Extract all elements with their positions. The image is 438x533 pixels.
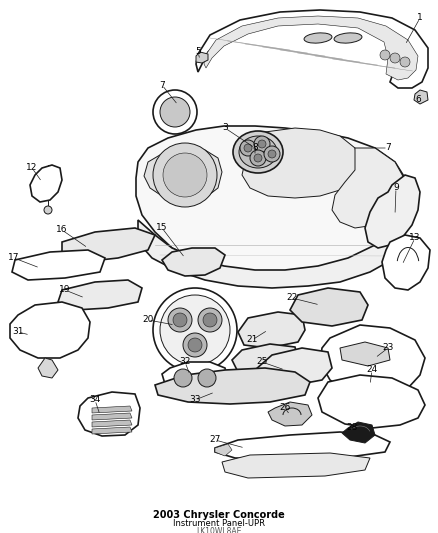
Text: 17: 17: [8, 254, 20, 262]
Text: 3: 3: [222, 124, 228, 133]
Polygon shape: [136, 126, 408, 272]
Text: 26: 26: [279, 403, 291, 413]
Polygon shape: [92, 420, 132, 427]
Circle shape: [163, 153, 207, 197]
Circle shape: [153, 143, 217, 207]
Polygon shape: [320, 325, 425, 398]
Text: 33: 33: [189, 395, 201, 405]
Polygon shape: [215, 444, 232, 456]
Circle shape: [188, 338, 202, 352]
Polygon shape: [38, 358, 58, 378]
Circle shape: [173, 313, 187, 327]
Text: 31: 31: [12, 327, 24, 336]
Polygon shape: [196, 10, 428, 88]
Ellipse shape: [239, 136, 277, 168]
Text: 15: 15: [156, 223, 168, 232]
Text: 7: 7: [159, 80, 165, 90]
Circle shape: [390, 53, 400, 63]
Circle shape: [400, 57, 410, 67]
Ellipse shape: [334, 33, 362, 43]
Text: 12: 12: [26, 164, 38, 173]
Polygon shape: [242, 128, 358, 198]
Circle shape: [254, 136, 270, 152]
Circle shape: [160, 295, 230, 365]
Text: 22: 22: [286, 294, 298, 303]
Circle shape: [198, 308, 222, 332]
Circle shape: [183, 333, 207, 357]
Text: 13: 13: [409, 233, 421, 243]
Text: 21: 21: [246, 335, 258, 344]
Polygon shape: [204, 16, 418, 80]
Polygon shape: [144, 148, 222, 202]
Polygon shape: [92, 427, 132, 434]
Polygon shape: [318, 375, 425, 428]
Polygon shape: [162, 248, 225, 276]
Text: 9: 9: [393, 183, 399, 192]
Circle shape: [254, 154, 262, 162]
Text: 1: 1: [417, 13, 423, 22]
Polygon shape: [162, 362, 228, 394]
Circle shape: [44, 206, 52, 214]
Circle shape: [250, 150, 266, 166]
Circle shape: [168, 308, 192, 332]
Circle shape: [153, 90, 197, 134]
Text: LK10WL8AE: LK10WL8AE: [196, 527, 242, 533]
Polygon shape: [290, 288, 368, 326]
Text: 20: 20: [142, 316, 154, 325]
Text: 34: 34: [89, 395, 101, 405]
Text: 24: 24: [366, 366, 378, 375]
Polygon shape: [382, 235, 430, 290]
Text: Instrument Panel-UPR: Instrument Panel-UPR: [173, 520, 265, 529]
Polygon shape: [222, 453, 370, 478]
Circle shape: [244, 144, 252, 152]
Polygon shape: [332, 148, 405, 228]
Polygon shape: [10, 302, 90, 358]
Polygon shape: [365, 175, 420, 248]
Polygon shape: [155, 368, 310, 404]
Ellipse shape: [304, 33, 332, 43]
Circle shape: [240, 140, 256, 156]
Polygon shape: [12, 250, 105, 280]
Text: 6: 6: [415, 95, 421, 104]
Text: 32: 32: [179, 358, 191, 367]
Text: 19: 19: [59, 286, 71, 295]
Polygon shape: [30, 165, 62, 202]
Circle shape: [153, 288, 237, 372]
Circle shape: [174, 369, 192, 387]
Polygon shape: [255, 348, 332, 385]
Circle shape: [160, 97, 190, 127]
Polygon shape: [340, 342, 390, 366]
Circle shape: [258, 140, 266, 148]
Text: 2003 Chrysler Concorde: 2003 Chrysler Concorde: [153, 510, 285, 520]
Circle shape: [264, 146, 280, 162]
Text: 8: 8: [252, 143, 258, 152]
Polygon shape: [215, 432, 390, 460]
Text: 25: 25: [256, 358, 268, 367]
Ellipse shape: [233, 131, 283, 173]
Polygon shape: [78, 392, 140, 436]
Circle shape: [268, 150, 276, 158]
Polygon shape: [232, 344, 298, 375]
Circle shape: [380, 50, 390, 60]
Polygon shape: [92, 413, 132, 420]
Polygon shape: [238, 312, 305, 348]
Polygon shape: [414, 90, 428, 104]
Text: 16: 16: [56, 225, 68, 235]
Polygon shape: [196, 52, 208, 63]
Polygon shape: [138, 215, 405, 288]
Polygon shape: [58, 280, 142, 310]
Text: 27: 27: [209, 435, 221, 445]
Polygon shape: [92, 406, 132, 413]
Polygon shape: [62, 228, 155, 262]
Polygon shape: [342, 422, 375, 443]
Circle shape: [203, 313, 217, 327]
Circle shape: [198, 369, 216, 387]
Polygon shape: [268, 402, 312, 426]
Text: 7: 7: [385, 143, 391, 152]
Text: 5: 5: [195, 47, 201, 56]
Text: 23: 23: [382, 343, 394, 352]
Text: 28: 28: [346, 424, 358, 432]
